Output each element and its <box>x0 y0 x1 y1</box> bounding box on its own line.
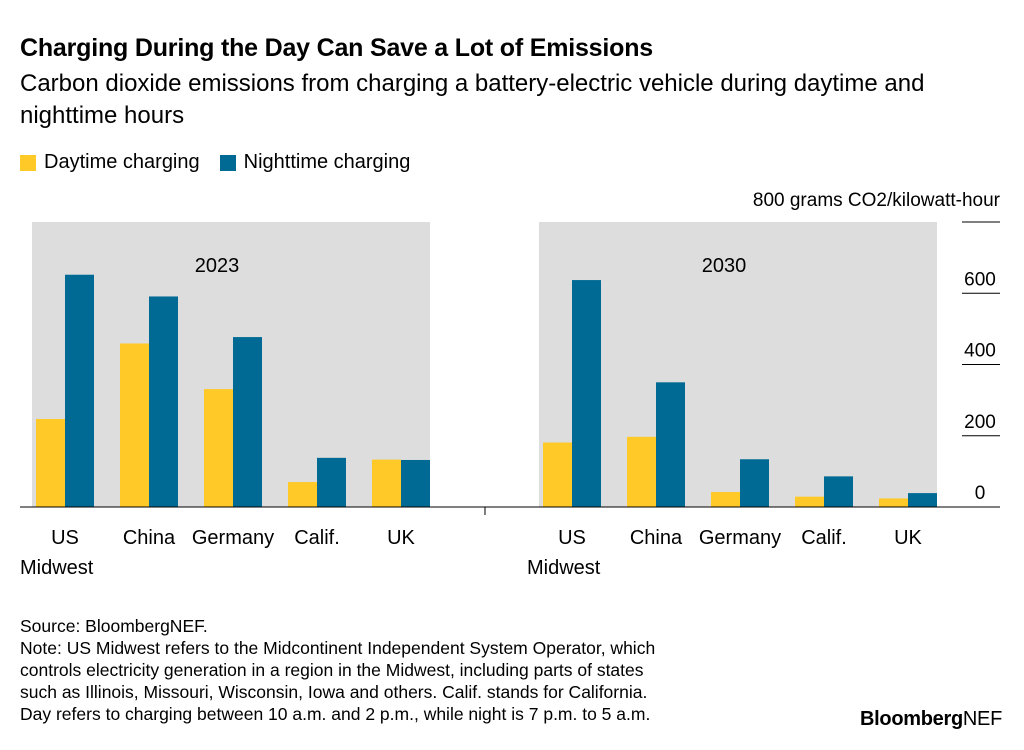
category-label-2023-1-0: China <box>123 527 176 549</box>
note-line-3: such as Illinois, Missouri, Wisconsin, I… <box>20 682 648 702</box>
bar-2030-china-night <box>656 382 685 507</box>
legend-item-nighttime: Nighttime charging <box>219 151 411 174</box>
category-label-2030-3-0: Calif. <box>801 527 847 549</box>
bar-2023-uk-day <box>372 459 401 507</box>
bar-2023-us-midwest-night <box>65 274 94 507</box>
footer-notes: Source: BloombergNEF. Note: US Midwest r… <box>20 615 840 725</box>
category-label-2023-3-0: Calif. <box>294 527 340 549</box>
y-tick-label-400: 400 <box>964 341 996 362</box>
bar-2023-uk-night <box>401 459 430 507</box>
category-label-2023-4-0: UK <box>387 527 415 549</box>
y-tick-label-0: 0 <box>975 483 986 504</box>
bar-2023-germany-night <box>233 337 262 507</box>
brand-light: NEF <box>962 708 1002 730</box>
bar-2030-china-day <box>627 436 656 507</box>
category-label-2023-0-1: Midwest <box>20 557 94 579</box>
note-line-1: Note: US Midwest refers to the Midcontin… <box>20 638 656 658</box>
category-label-2030-4-0: UK <box>894 527 922 549</box>
legend-label-daytime: Daytime charging <box>44 151 200 173</box>
bar-2030-uk-day <box>879 498 908 507</box>
bar-2023-calif--night <box>317 457 346 507</box>
category-label-2030-0-0: US <box>558 527 586 549</box>
note-line-4: Day refers to charging between 10 a.m. a… <box>20 704 651 724</box>
bar-2030-us-midwest-day <box>543 442 572 507</box>
chart-subtitle: Carbon dioxide emissions from charging a… <box>20 70 925 129</box>
category-label-2023-2-0: Germany <box>192 527 274 549</box>
bar-chart: 800 grams CO2/kilowatt-hour 2023 US Midwest… <box>20 190 1001 579</box>
bar-2023-china-day <box>120 343 149 507</box>
y-tick-label-600: 600 <box>964 269 996 290</box>
bar-2030-germany-night <box>740 459 769 507</box>
category-label-2030-1-0: China <box>630 527 683 549</box>
panel-label-2030: 2030 <box>702 255 747 277</box>
panel-label-2023: 2023 <box>195 255 240 277</box>
y-tick-label-200: 200 <box>964 412 996 433</box>
bar-2023-us-midwest-day <box>36 419 65 507</box>
legend: Daytime charging Nighttime charging <box>20 151 430 174</box>
source-text: Source: BloombergNEF. <box>20 616 208 636</box>
bar-2023-germany-day <box>204 389 233 507</box>
bar-2030-uk-night <box>908 493 937 507</box>
legend-label-nighttime: Nighttime charging <box>243 151 411 173</box>
panel-background-2030 <box>539 222 937 507</box>
bar-2023-calif--day <box>288 482 317 507</box>
category-label-2030-0-1: Midwest <box>527 557 601 579</box>
legend-swatch-nighttime <box>219 154 236 171</box>
category-label-2030-2-0: Germany <box>699 527 781 549</box>
bar-2030-calif--day <box>795 496 824 507</box>
brand-logo: BloombergNEF <box>860 708 1002 731</box>
brand-bold: Bloomberg <box>860 708 963 730</box>
bar-2030-us-midwest-night <box>572 280 601 507</box>
bar-2030-calif--night <box>824 476 853 507</box>
y-axis-unit-label: 800 grams CO2/kilowatt-hour <box>753 190 1001 211</box>
category-label-2023-0-0: US <box>51 527 79 549</box>
legend-item-daytime: Daytime charging <box>20 151 200 174</box>
note-line-2: controls electricity generation in a reg… <box>20 660 644 680</box>
legend-swatch-daytime <box>20 154 36 171</box>
chart-title: Charging During the Day Can Save a Lot o… <box>20 34 653 62</box>
bar-2030-germany-day <box>711 492 740 507</box>
bar-2023-china-night <box>149 296 178 507</box>
